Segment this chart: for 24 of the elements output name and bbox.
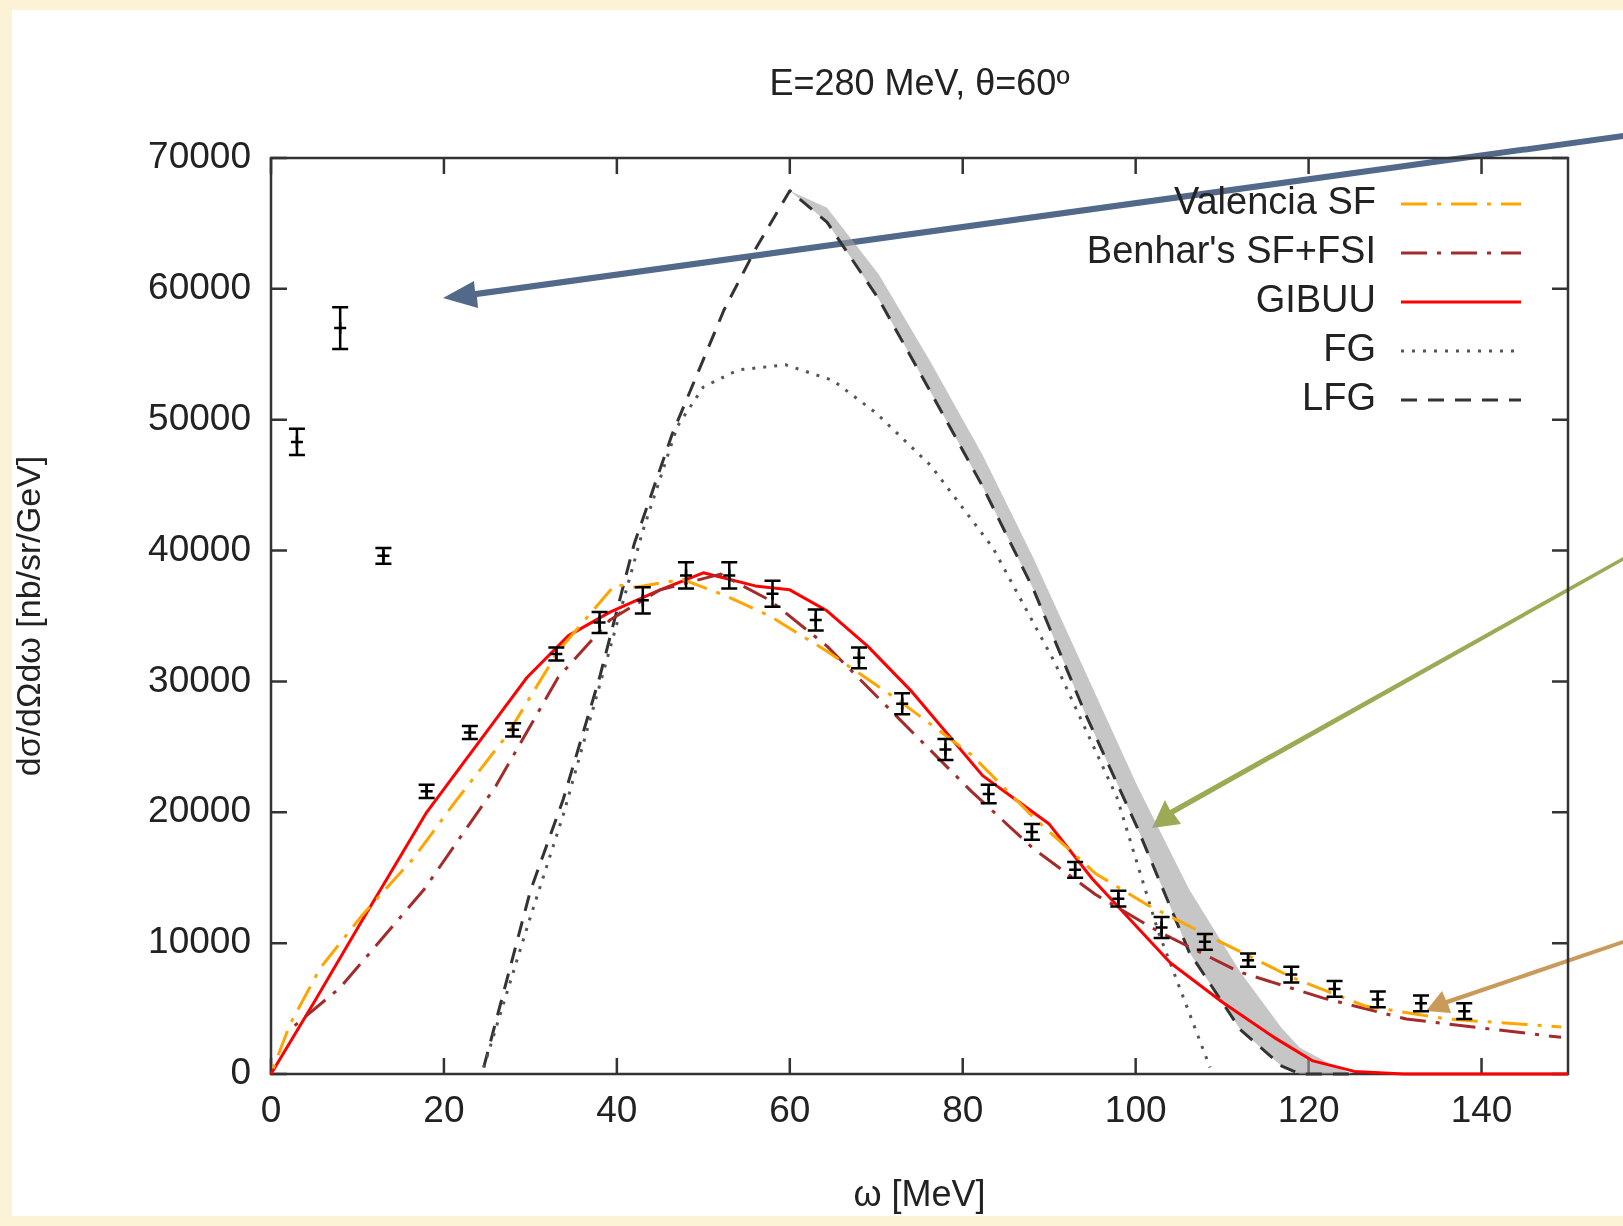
x-tick-label: 20 xyxy=(423,1089,465,1131)
y-tick-label: 40000 xyxy=(148,527,251,569)
y-tick-label: 0 xyxy=(230,1051,251,1093)
x-tick-label: 140 xyxy=(1450,1089,1513,1131)
x-tick-label: 120 xyxy=(1277,1089,1340,1131)
legend-label: Benhar's SF+FSI xyxy=(1086,229,1376,272)
y-tick-label: 20000 xyxy=(148,789,251,831)
x-tick-label: 0 xyxy=(260,1089,282,1131)
y-tick-label: 50000 xyxy=(148,396,251,438)
legend-label: GIBUU xyxy=(1255,278,1376,321)
y-tick-label: 60000 xyxy=(148,266,251,308)
y-tick-label: 70000 xyxy=(148,135,251,177)
chart-title: E=280 MeV, θ=60º xyxy=(769,61,1070,103)
y-tick-label: 30000 xyxy=(148,658,251,700)
legend-label: FG xyxy=(1323,327,1376,370)
x-axis-title: ω [MeV] xyxy=(853,1173,986,1215)
x-tick-label: 100 xyxy=(1104,1089,1167,1131)
y-axis-title: dσ/dΩdω [nb/sr/GeV] xyxy=(8,455,47,777)
x-tick-label: 80 xyxy=(942,1089,984,1131)
y-tick-label: 10000 xyxy=(148,920,251,962)
x-tick-label: 40 xyxy=(596,1089,638,1131)
legend-label: LFG xyxy=(1302,376,1376,419)
legend-label: Valencia SF xyxy=(1173,180,1376,223)
x-tick-label: 60 xyxy=(769,1089,811,1131)
